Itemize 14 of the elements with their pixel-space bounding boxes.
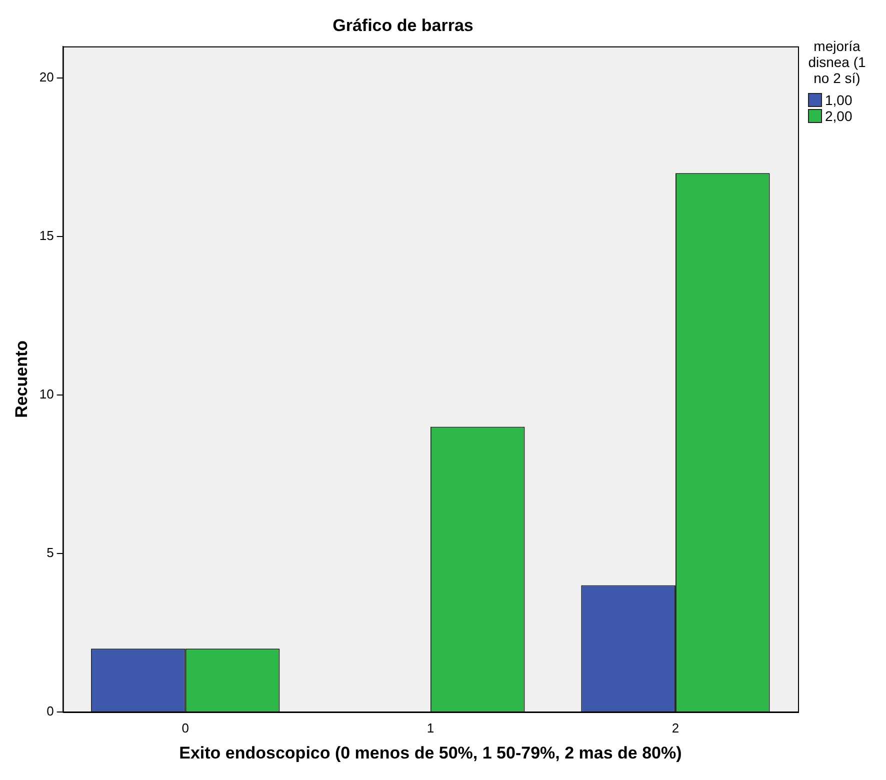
y-axis-title: Recuento (12, 340, 31, 418)
legend-title: mejoría disnea (1 no 2 sí) (807, 38, 867, 86)
y-tick-label: 5 (46, 545, 54, 560)
legend-label: 1,00 (825, 92, 852, 108)
x-tick-label: 1 (426, 720, 434, 736)
x-axis-title: Exito endoscopico (0 menos de 50%, 1 50-79%, 2 mas de 80%) (179, 743, 682, 762)
y-tick-label: 15 (39, 228, 54, 244)
legend-label: 2,00 (825, 108, 852, 124)
x-tick-label: 2 (672, 720, 680, 736)
chart-title: Gráfico de barras (332, 16, 474, 35)
y-tick-label: 10 (39, 386, 54, 402)
y-tick-label: 0 (46, 704, 54, 719)
y-tick-label: 20 (39, 70, 54, 85)
x-tick-label: 0 (182, 720, 189, 736)
